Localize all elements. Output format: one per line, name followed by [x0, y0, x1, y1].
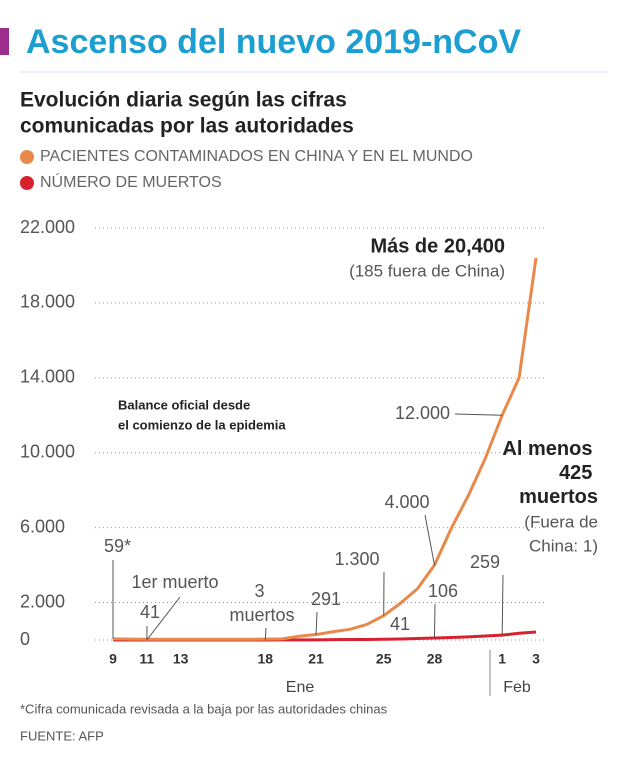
- leader-line: [315, 611, 318, 635]
- legend-label: NÚMERO DE MUERTOS: [40, 172, 222, 191]
- data-label: 41: [140, 602, 160, 622]
- leader-line: [146, 596, 181, 641]
- data-label: 106: [428, 581, 458, 601]
- legend-label: PACIENTES CONTAMINADOS EN CHINA Y EN EL …: [40, 148, 473, 165]
- y-tick-label: 0: [20, 629, 30, 649]
- data-label: 4.000: [384, 492, 429, 512]
- legend-swatch: [20, 176, 34, 190]
- y-tick-label: 18.000: [20, 292, 75, 312]
- source: FUENTE: AFP: [20, 728, 104, 743]
- subtitle: comunicadas por las autoridades: [20, 115, 354, 138]
- data-label: 12.000: [395, 403, 450, 423]
- y-tick-label: 2.000: [20, 591, 65, 611]
- x-tick-label: 28: [427, 651, 443, 667]
- x-group-label: Feb: [503, 679, 531, 696]
- annotation: China: 1): [529, 536, 598, 555]
- annotation: Balance oficial desde: [118, 397, 250, 412]
- annotation: (185 fuera de China): [349, 261, 505, 280]
- annotation: (Fuera de: [524, 512, 598, 531]
- leader-line: [264, 627, 267, 640]
- chart-title: Ascenso del nuevo 2019-nCoV: [26, 23, 521, 61]
- x-tick-label: 18: [257, 651, 273, 667]
- leader-line: [454, 413, 503, 416]
- data-label-line: muertos: [229, 605, 294, 625]
- y-tick-label: 14.000: [20, 367, 75, 387]
- data-label: 1er muerto: [131, 572, 218, 592]
- footnote: *Cifra comunicada revisada a la baja por…: [20, 701, 388, 716]
- y-tick-label: 10.000: [20, 441, 75, 461]
- subtitle: Evolución diaria según las cifras: [20, 89, 347, 112]
- title-marker: [0, 28, 9, 55]
- x-tick-label: 1: [498, 651, 506, 667]
- data-label-line: muertos: [519, 486, 598, 508]
- data-label: 1.300: [334, 549, 379, 569]
- legend-swatch: [20, 150, 34, 164]
- x-tick-label: 21: [308, 651, 324, 667]
- leader-line: [424, 514, 435, 566]
- leader-line: [433, 603, 436, 639]
- data-label: 3 muertos: [229, 581, 294, 625]
- data-label-line: 3: [254, 581, 269, 601]
- data-label-line: Al menos: [502, 438, 598, 460]
- data-label: Más de 20,400: [370, 235, 505, 257]
- x-tick-label: 3: [532, 651, 540, 667]
- x-tick-label: 13: [173, 651, 189, 667]
- data-label: 291: [311, 589, 341, 609]
- data-label: 59*: [104, 536, 131, 556]
- data-label: 41: [390, 614, 410, 634]
- series-line: [112, 257, 538, 641]
- data-label: Al menos 425 muertos: [502, 438, 598, 508]
- x-tick-label: 25: [376, 651, 392, 667]
- annotation: el comienzo de la epidemia: [118, 417, 286, 432]
- y-tick-label: 22.000: [20, 217, 75, 237]
- leader-line: [501, 574, 504, 636]
- data-label: 259: [470, 552, 500, 572]
- y-tick-label: 6.000: [20, 516, 65, 536]
- x-tick-label: 9: [109, 651, 117, 667]
- x-tick-label: 11: [139, 651, 154, 667]
- x-group-label: Ene: [286, 679, 315, 696]
- data-label-line: 425: [559, 462, 598, 484]
